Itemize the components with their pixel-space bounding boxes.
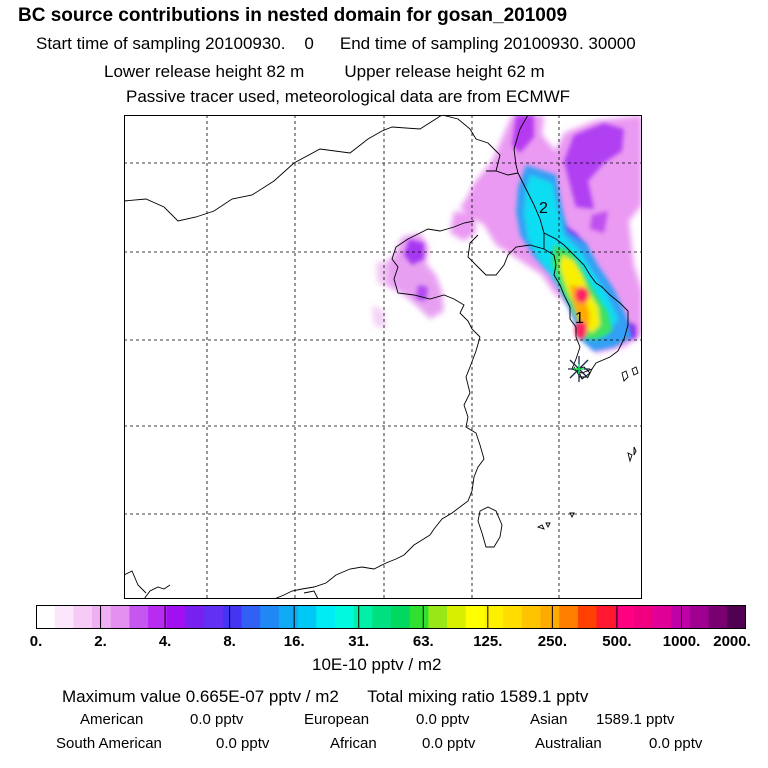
colorbar-cell xyxy=(353,605,373,629)
colorbar-cell xyxy=(391,605,411,629)
colorbar-cell xyxy=(559,605,579,629)
colorbar-cell xyxy=(222,605,243,629)
colorbar-tick-label: 1000. xyxy=(662,633,701,650)
american-value: 0.0 pptv xyxy=(190,711,244,728)
colorbar-tick-label: 0. xyxy=(29,633,43,650)
american-label: American xyxy=(80,711,144,728)
colorbar-cell xyxy=(278,605,299,629)
tracer-note: Passive tracer used, meteorological data… xyxy=(126,87,571,106)
colorbar-tick-label: 31. xyxy=(348,633,370,650)
colorbar-tick-label: 125. xyxy=(473,633,503,650)
colorbar-cell xyxy=(297,605,317,629)
colorbar-cell xyxy=(148,605,168,629)
colorbar-cells xyxy=(36,605,746,629)
colorbar-cell xyxy=(185,605,205,629)
map-frame xyxy=(124,115,642,599)
colorbar-tick-label: 500. xyxy=(602,633,632,650)
coastlines xyxy=(124,115,639,599)
european-value: 0.0 pptv xyxy=(416,711,470,728)
colorbar-tick-label: 8. xyxy=(223,633,236,650)
australian-label: Australian xyxy=(535,735,602,752)
colorbar-cell xyxy=(204,605,224,629)
chart-title: BC source contributions in nested domain… xyxy=(18,5,568,26)
colorbar-cell xyxy=(689,605,710,629)
colorbar-cell xyxy=(615,605,635,629)
colorbar-cell xyxy=(36,605,56,629)
colorbar-cell xyxy=(577,605,598,629)
source-contribution-map: 2 1 xyxy=(124,115,642,599)
colorbar-tick-label: 2000. xyxy=(713,633,751,650)
african-value: 0.0 pptv xyxy=(422,735,476,752)
colorbar-frame xyxy=(36,605,746,629)
colorbar-cell xyxy=(447,605,467,629)
colorbar-cell xyxy=(316,605,336,629)
colorbar-cell xyxy=(166,605,187,629)
sampling-times: Start time of sampling 20100930. 0 End ti… xyxy=(36,35,636,52)
colorbar-tick-label: 4. xyxy=(158,633,172,650)
colorbar-dividers xyxy=(100,605,682,629)
asian-label: Asian xyxy=(530,711,568,728)
colorbar-cell xyxy=(540,605,560,629)
asian-value: 1589.1 pptv xyxy=(596,711,675,728)
colorbar xyxy=(36,605,746,629)
african-label: African xyxy=(330,735,377,752)
australian-value: 0.0 pptv xyxy=(649,735,703,752)
graticule xyxy=(124,115,642,599)
colorbar-cell xyxy=(372,605,392,629)
colorbar-cell xyxy=(727,605,746,629)
plume-core xyxy=(552,245,612,339)
colorbar-cell xyxy=(503,605,523,629)
colorbar-cell xyxy=(260,605,280,629)
south-american-value: 0.0 pptv xyxy=(216,735,270,752)
colorbar-cell xyxy=(73,605,93,629)
receptor-star-highlight xyxy=(574,364,584,374)
colorbar-cell xyxy=(521,605,542,629)
colorbar-cell xyxy=(409,605,429,629)
colorbar-cell xyxy=(465,605,486,629)
colorbar-cell xyxy=(334,605,355,629)
trajectory-marker-1: 1 xyxy=(575,310,584,327)
colorbar-cell xyxy=(484,605,504,629)
colorbar-cell xyxy=(633,605,654,629)
colorbar-cell xyxy=(110,605,131,629)
release-heights: Lower release height 82 m Upper release h… xyxy=(104,63,545,80)
total-mixing-ratio: Total mixing ratio 1589.1 pptv xyxy=(367,687,589,706)
colorbar-tick-label: 63. xyxy=(412,633,434,650)
colorbar-cell xyxy=(428,605,448,629)
colorbar-units: 10E-10 pptv / m2 xyxy=(312,655,442,674)
colorbar-tick-label: 16. xyxy=(283,633,305,650)
colorbar-cell xyxy=(596,605,616,629)
trajectory-marker-2: 2 xyxy=(539,200,548,217)
start-hour: 0 xyxy=(304,34,314,53)
colorbar-cell xyxy=(92,605,112,629)
colorbar-cell xyxy=(54,605,74,629)
start-time-label: Start time of sampling 20100930. xyxy=(36,34,286,53)
max-value-line: Maximum value 0.665E-07 pptv / m2 Total … xyxy=(62,688,588,705)
colorbar-tick-label: 250. xyxy=(537,633,567,650)
upper-release-height: Upper release height 62 m xyxy=(344,62,545,81)
colorbar-cell xyxy=(671,605,691,629)
colorbar-cell xyxy=(241,605,261,629)
colorbar-tick-label: 2. xyxy=(94,633,107,650)
colorbar-cell xyxy=(652,605,672,629)
end-time-label: End time of sampling 20100930. 30000 xyxy=(339,34,636,53)
lower-release-height: Lower release height 82 m xyxy=(104,62,305,81)
european-label: European xyxy=(304,711,370,728)
south-american-label: South American xyxy=(56,735,162,752)
colorbar-cell xyxy=(708,605,728,629)
max-value: Maximum value 0.665E-07 pptv / m2 xyxy=(62,687,339,706)
colorbar-cell xyxy=(129,605,149,629)
